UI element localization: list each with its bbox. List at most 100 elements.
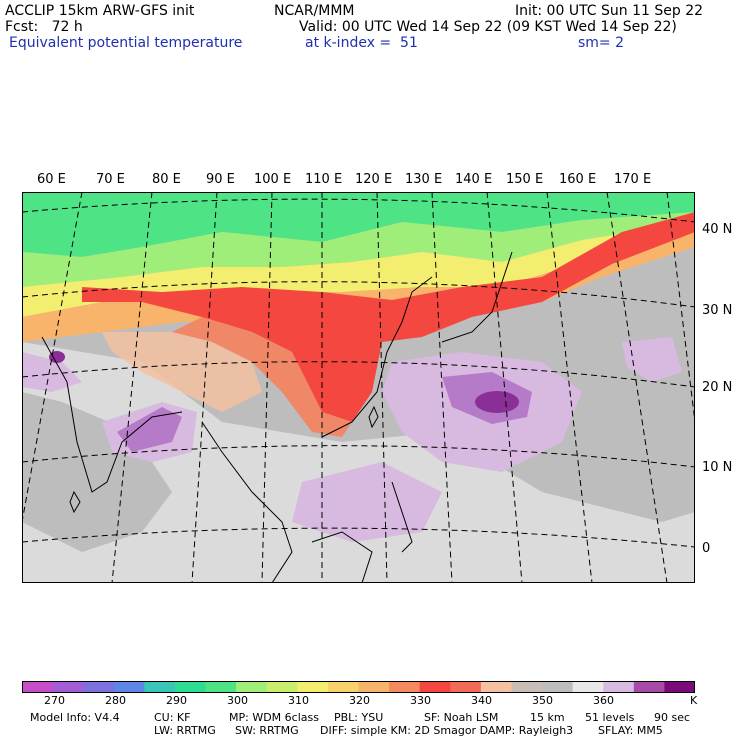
lat-label: 30 N: [702, 303, 733, 318]
colorbar-tick-label: 280: [105, 694, 126, 707]
borneo-coastline: [311, 531, 373, 583]
cumulus-scheme-label: CU: KF: [154, 711, 191, 724]
graticule: [22, 192, 695, 583]
timestep-label: 90 sec: [654, 711, 691, 724]
colorbar-swatch: [664, 681, 695, 693]
meridian: [666, 192, 695, 423]
colorbar-swatch: [480, 681, 512, 693]
japan-coastline: [441, 251, 513, 343]
meridian: [261, 192, 273, 583]
colorbar-tick-label: 330: [410, 694, 431, 707]
lon-label: 130 E: [405, 172, 443, 187]
philippines-coastline: [391, 481, 413, 553]
colorbar-swatch: [297, 681, 329, 693]
lon-label: 100 E: [254, 172, 292, 187]
colorbar-swatch: [511, 681, 543, 693]
colorbar-swatch: [83, 681, 115, 693]
colorbar: [22, 681, 695, 693]
colorbar-tick-label: 300: [227, 694, 248, 707]
colorbar-tick-label: 290: [166, 694, 187, 707]
parallel-20n: [22, 361, 695, 388]
diffusion-label: DIFF: simple KM: 2D Smagor DAMP: Rayleig…: [320, 724, 574, 737]
india-coastline: [41, 336, 183, 493]
levels-label: 51 levels: [585, 711, 635, 724]
parallel-10n: [22, 445, 695, 468]
lon-label: 90 E: [206, 172, 235, 187]
meridian: [431, 192, 453, 583]
northern-orange-band: [22, 232, 695, 342]
colorbar-swatch: [144, 681, 176, 693]
level-label: at k-index = 51: [305, 35, 418, 51]
taiwan-coastline: [368, 405, 379, 429]
meridian: [111, 192, 153, 583]
sri-lanka-coastline: [69, 490, 81, 514]
lon-label: 170 E: [614, 172, 652, 187]
model-info-label: Model Info: V4.4: [30, 711, 120, 724]
tropical-white-region: [22, 342, 695, 583]
colorbar-swatch: [205, 681, 237, 693]
parallel-40n: [22, 198, 695, 223]
colorbar-swatch: [419, 681, 451, 693]
lon-label: 120 E: [355, 172, 393, 187]
field-name-label: Equivalent potential temperature: [9, 35, 243, 51]
colorbar-tick-label: 350: [532, 694, 553, 707]
valid-time-label: Valid: 00 UTC Wed 14 Sep 22 (09 KST Wed …: [299, 19, 677, 35]
lon-label: 80 E: [152, 172, 181, 187]
colorbar-swatch: [236, 681, 268, 693]
parallel-30n: [22, 281, 695, 308]
init-time-label: Init: 00 UTC Sun 11 Sep 22: [515, 3, 704, 19]
meridian: [486, 192, 523, 583]
colorbar-tick-label: 360: [593, 694, 614, 707]
colorbar-tick-label: 310: [288, 694, 309, 707]
lon-label: 150 E: [506, 172, 544, 187]
lon-label: 60 E: [37, 172, 66, 187]
colorbar-swatch: [450, 681, 482, 693]
lon-label: 110 E: [305, 172, 343, 187]
lon-label: 70 E: [96, 172, 125, 187]
shortwave-scheme-label: SW: RRTMG: [235, 724, 299, 737]
smoothing-label: sm= 2: [578, 35, 625, 51]
northern-green-band: [22, 192, 695, 257]
colorbar-swatch: [633, 681, 665, 693]
surface-layer-label: SFLAY: MM5: [598, 724, 663, 737]
colorbar-swatch: [389, 681, 421, 693]
subtropical-red-band: [82, 212, 695, 422]
lat-label: 0: [702, 541, 711, 556]
colorbar-swatch: [266, 681, 298, 693]
colorbar-swatch: [327, 681, 359, 693]
philippine-sea-lilac-region: [292, 462, 442, 542]
india-gray-region: [22, 392, 172, 552]
colorbar-swatch: [358, 681, 390, 693]
lon-label: 160 E: [559, 172, 597, 187]
forecast-hour-label: Fcst: 72 h: [5, 19, 83, 35]
meridian: [606, 192, 668, 583]
colorbar-frame: [22, 681, 695, 693]
colorbar-swatch: [542, 681, 574, 693]
organization-label: NCAR/MMM: [274, 3, 355, 19]
title-label: ACCLIP 15km ARW-GFS init: [5, 3, 195, 19]
china-coastline: [321, 276, 433, 438]
meridian: [546, 192, 593, 583]
lat-label: 40 N: [702, 222, 733, 237]
indochina-coastline: [201, 421, 293, 583]
colorbar-swatch: [572, 681, 604, 693]
colorbar-swatch: [113, 681, 145, 693]
china-salmon-region: [172, 317, 352, 437]
colorbar-tick-label: 340: [471, 694, 492, 707]
colorbar-unit-label: K: [690, 694, 698, 707]
coastlines: [41, 251, 513, 583]
lat-label: 10 N: [702, 460, 733, 475]
east-pacific-lilac-region: [622, 337, 682, 382]
typhoon-dark-core: [475, 391, 519, 413]
lat-label: 20 N: [702, 380, 733, 395]
himalaya-peach-region: [102, 332, 262, 412]
surface-scheme-label: SF: Noah LSM: [424, 711, 499, 724]
northern-lightgreen-band: [22, 212, 695, 287]
colorbar-swatch: [22, 681, 54, 693]
colorbar-tick-label: 270: [44, 694, 65, 707]
meridian: [376, 192, 388, 583]
colorbar-swatch: [174, 681, 207, 693]
meridian: [191, 192, 218, 583]
pbl-scheme-label: PBL: YSU: [334, 711, 384, 724]
colorbar-tick-label: 320: [349, 694, 370, 707]
